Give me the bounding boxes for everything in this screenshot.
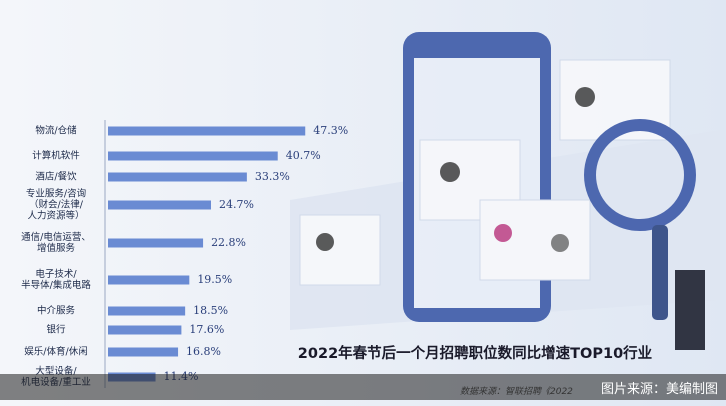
category-label: 酒店/餐饮 (35, 171, 77, 183)
value-label: 47.3% (313, 124, 348, 137)
category-label: 中介服务 (36, 305, 75, 317)
category-label: 计算机软件 (32, 150, 80, 162)
bar (108, 325, 182, 335)
category-label: 娱乐/体育/休闲 (24, 346, 88, 358)
illustration (290, 32, 720, 350)
category-label: 电子技术/ 半导体/集成电路 (21, 269, 91, 291)
value-label: 17.6% (189, 323, 224, 336)
category-label: 专业服务/咨询 （财会/法律/ 人力资源等） (25, 188, 87, 222)
category-label: 通信/电信运营、 增值服务 (21, 232, 91, 254)
value-label: 40.7% (286, 149, 321, 162)
value-label: 16.8% (186, 345, 221, 358)
value-label: 22.8% (211, 236, 246, 249)
bar (108, 151, 278, 161)
category-label: 银行 (46, 324, 66, 336)
value-label: 33.3% (255, 170, 290, 183)
chart-title: 2022年春节后一个月招聘职位数同比增速TOP10行业 (297, 346, 653, 362)
bar (108, 306, 186, 316)
bar (108, 200, 211, 210)
value-label: 18.5% (193, 304, 228, 317)
bar (108, 172, 247, 182)
bar (108, 275, 190, 285)
category-label: 物流/仓储 (35, 125, 77, 137)
value-label: 24.7% (219, 198, 254, 211)
source: 数据来源：智联招聘《2022 (460, 387, 573, 397)
watermark-band (0, 374, 726, 400)
watermark: 图片来源：美编制图 (600, 382, 718, 397)
value-label: 19.5% (197, 273, 232, 286)
bar (108, 238, 204, 248)
bar (108, 126, 306, 136)
bar (108, 347, 179, 357)
